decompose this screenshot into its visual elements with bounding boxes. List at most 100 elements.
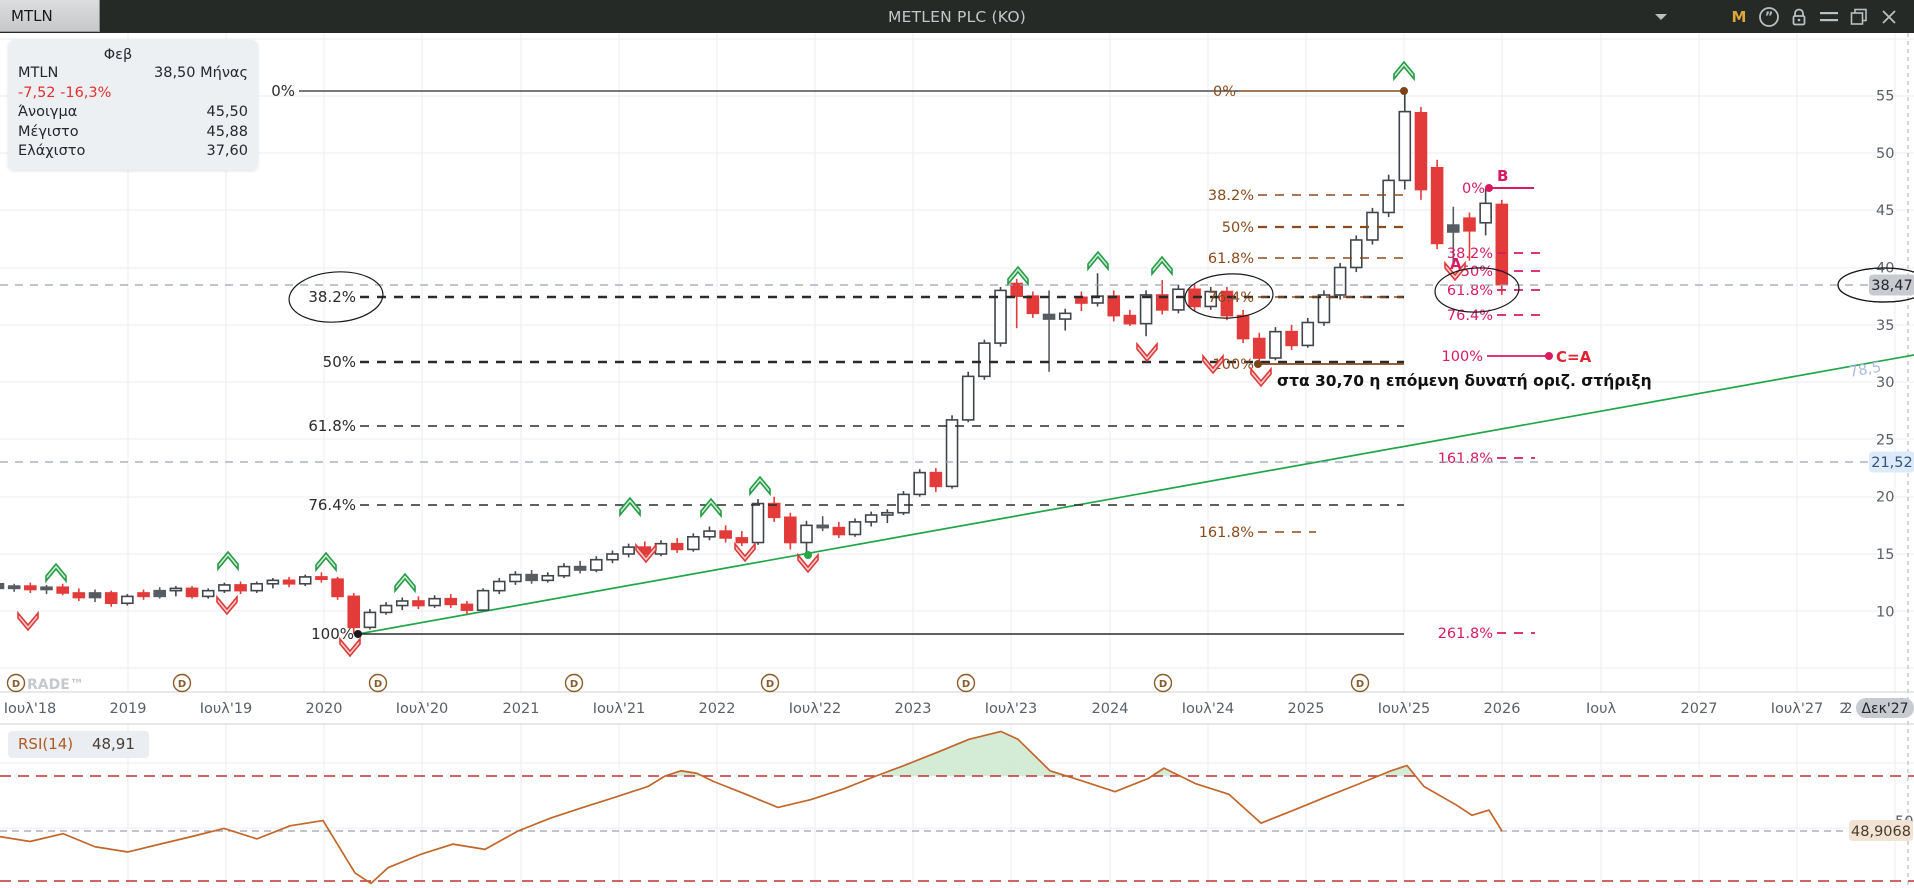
candle[interactable]	[1042, 290, 1056, 372]
price-chart[interactable]: 0%38.2%50%61.8%76.4%100%0%38.2%50%61.8%7…	[0, 33, 1914, 888]
candle[interactable]	[509, 571, 522, 585]
candle[interactable]	[832, 521, 846, 538]
candle[interactable]	[88, 589, 102, 603]
candle[interactable]	[1317, 290, 1331, 326]
candle[interactable]	[476, 588, 490, 612]
candle[interactable]	[913, 469, 926, 497]
candle[interactable]	[1252, 332, 1266, 365]
candle[interactable]	[606, 550, 619, 564]
candle[interactable]	[687, 533, 700, 552]
candle[interactable]	[557, 563, 571, 579]
candle[interactable]	[1430, 159, 1444, 250]
candle[interactable]	[201, 588, 215, 599]
candle[interactable]	[40, 584, 53, 595]
candle[interactable]	[234, 581, 247, 595]
candle[interactable]	[1123, 309, 1137, 326]
candle[interactable]	[589, 556, 603, 573]
candle[interactable]	[1447, 206, 1460, 263]
candle[interactable]	[1026, 291, 1040, 318]
candle[interactable]	[735, 531, 749, 546]
candle[interactable]	[1220, 286, 1234, 321]
candle[interactable]	[784, 512, 797, 550]
candle[interactable]	[1301, 317, 1315, 348]
candle[interactable]	[978, 339, 991, 380]
candle[interactable]	[169, 586, 183, 597]
candle[interactable]	[72, 588, 86, 601]
candle[interactable]	[104, 590, 118, 607]
candle[interactable]	[945, 415, 959, 489]
candle[interactable]	[573, 560, 587, 574]
candle[interactable]	[460, 600, 474, 614]
monthly-timeframe-button[interactable]: M	[1731, 7, 1747, 26]
menu-icon[interactable]	[1814, 0, 1844, 33]
candle[interactable]	[864, 511, 878, 527]
candle[interactable]	[395, 597, 409, 611]
candle[interactable]	[363, 608, 377, 630]
candle[interactable]	[1091, 273, 1104, 307]
candle[interactable]	[848, 518, 862, 537]
candle[interactable]	[1172, 284, 1185, 314]
candle[interactable]	[1058, 308, 1072, 331]
restore-window-icon[interactable]	[1844, 0, 1874, 33]
candle[interactable]	[703, 526, 716, 541]
candle[interactable]	[428, 595, 441, 608]
rsi-panel[interactable]: 5048,9068	[0, 730, 1914, 885]
candle[interactable]	[1495, 199, 1509, 295]
fib-tool-secondary[interactable]: 0%38.2%50%61.8%76.4%100%161.8%	[1199, 84, 1404, 541]
lock-icon[interactable]	[1784, 0, 1814, 33]
time-axis[interactable]: RADE™ Ιουλ'18 2019 Ιουλ'19 2020 Ιουλ'20 2021 Ιο…	[4, 673, 1914, 719]
candle[interactable]	[1382, 174, 1395, 218]
symbol-tab[interactable]: MTLN	[0, 0, 100, 32]
candle[interactable]	[218, 582, 231, 593]
candle[interactable]	[153, 587, 166, 599]
candle[interactable]	[266, 578, 280, 589]
candle[interactable]	[525, 570, 538, 584]
candle[interactable]	[298, 574, 312, 587]
candle[interactable]	[881, 509, 894, 524]
candle[interactable]	[622, 543, 635, 558]
candle[interactable]	[994, 286, 1007, 347]
candle[interactable]	[412, 596, 425, 609]
candle[interactable]	[1398, 91, 1412, 190]
candle[interactable]	[7, 583, 21, 592]
fib-tool-abc-projection[interactable]: 0%38.2%50%61.8%76.4%100%161.8%261.8%	[1438, 181, 1549, 642]
candle[interactable]	[250, 581, 264, 593]
candle[interactable]	[1236, 309, 1250, 344]
candle[interactable]	[1414, 107, 1428, 200]
candle[interactable]	[1075, 291, 1088, 312]
candle[interactable]	[492, 578, 506, 595]
candle[interactable]	[1479, 188, 1492, 236]
fib-tool-major[interactable]: 0% 38.2% 50% 61.8% 76.4% 100%	[271, 82, 1404, 643]
candle[interactable]	[1285, 324, 1298, 350]
candle[interactable]	[1463, 212, 1476, 261]
candle[interactable]	[444, 594, 458, 608]
candle[interactable]	[719, 525, 732, 543]
close-icon[interactable]	[1874, 0, 1904, 33]
candle[interactable]	[282, 576, 296, 588]
candle[interactable]	[379, 602, 393, 615]
candle[interactable]	[800, 520, 813, 556]
candle[interactable]	[816, 516, 829, 532]
candle[interactable]	[331, 576, 344, 600]
candle[interactable]	[315, 572, 328, 583]
candle[interactable]	[897, 490, 910, 516]
candle[interactable]	[961, 371, 975, 423]
candle[interactable]	[751, 498, 765, 545]
candle[interactable]	[929, 468, 943, 493]
candle[interactable]	[654, 540, 668, 557]
candle[interactable]	[1333, 262, 1347, 300]
candle[interactable]	[670, 537, 684, 553]
quote-icon[interactable]: ”	[1754, 0, 1784, 33]
candle[interactable]	[1204, 286, 1218, 310]
candle[interactable]	[137, 589, 150, 600]
candle[interactable]	[24, 582, 37, 593]
candle[interactable]	[56, 583, 69, 596]
candle[interactable]	[1349, 235, 1363, 273]
candle[interactable]	[121, 594, 134, 606]
trendline[interactable]	[357, 354, 1914, 635]
candle[interactable]	[0, 581, 5, 590]
candle[interactable]	[185, 586, 199, 599]
candle[interactable]	[347, 592, 361, 635]
candle[interactable]	[1269, 327, 1282, 361]
